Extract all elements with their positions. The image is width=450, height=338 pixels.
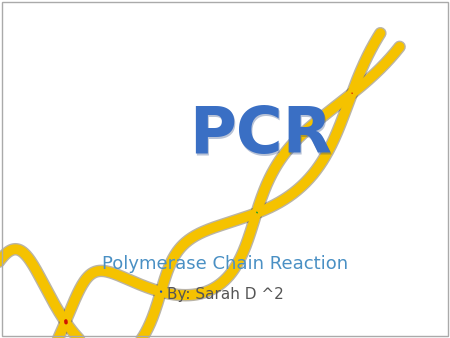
Text: PCR: PCR bbox=[189, 104, 333, 166]
Text: By: Sarah D ^2: By: Sarah D ^2 bbox=[166, 287, 284, 301]
Text: Polymerase Chain Reaction: Polymerase Chain Reaction bbox=[102, 255, 348, 273]
Text: PCR: PCR bbox=[190, 106, 333, 168]
